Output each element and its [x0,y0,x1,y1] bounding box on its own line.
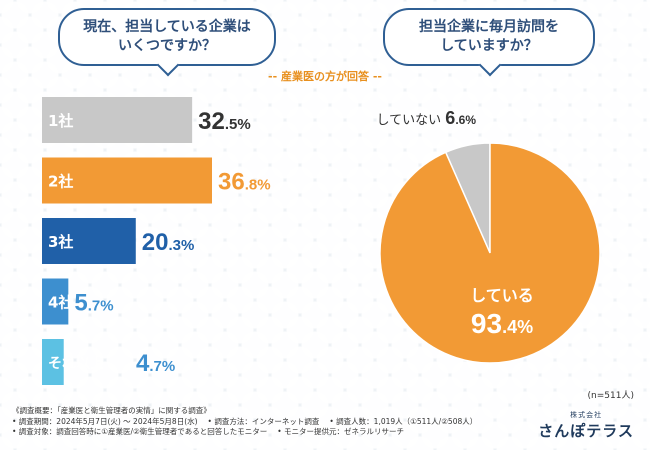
bar-chart: 1社 32.5% 2社 36.8% 3社 20.3% 4社 5.7% それ以上 4.7% [42,97,271,385]
footer-count: • 調査人数：1,019人（①511人/②508人） [329,416,478,426]
bar-category-label-5: それ以上 [48,356,104,372]
bar-2 [42,157,212,204]
logo-main-text: さんぽテラス [538,422,634,440]
question-bubble-left: 現在、担当している企業は いくつですか？ [58,8,276,66]
bar-1 [42,97,193,143]
survey-footer: 《調査概要：「産業医と衛生管理者の実情」に関する調査》 • 調査期間：2024年… [12,406,532,438]
company-logo: 株式会社 さんぽテラス [538,410,634,441]
bar-category-label-1: 1社 [48,112,73,130]
bar-4 [42,278,69,325]
bar-value-label-5: 4.7% [136,350,175,377]
logo-small-text: 株式会社 [570,411,603,419]
footer-provider: • モニター提供元：ゼネラルリサーチ [277,427,405,436]
pie-chart: していない 6.6% している 93.4% [377,108,601,364]
footer-period: • 調査期間：2024年5月7日(火) ～ 2024年5月8日(水) [12,416,198,426]
pie-label-visiting: している [470,286,534,305]
sample-size-note: (n=511人) [587,391,634,401]
question-bubble-right: 担当企業に毎月訪問を していますか？ [383,8,595,66]
footer-target: • 調査対象：調査回答時に①産業医/②衛生管理者であると回答したモニター [12,427,268,436]
question-right-line1: 担当企業に毎月訪問を [419,19,559,35]
respondent-subtitle: -- 産業医の方が回答 -- [268,70,382,83]
question-left-line1: 現在、担当している企業は [83,19,251,35]
bar-value-label-1: 32.5% [198,108,251,135]
footer-method: • 調査方法：インターネット調査 [207,416,320,426]
bar-value-label-2: 36.8% [218,169,271,196]
question-left-line2: いくつですか？ [118,38,216,54]
bar-category-label-3: 3社 [48,233,73,251]
pie-value-visiting: 93.4% [471,308,533,339]
pie-label-not-visiting: していない 6.6% [377,108,477,128]
bar-value-label-3: 20.3% [142,229,195,256]
bar-3 [42,218,136,264]
question-right-line2: していますか？ [440,38,538,54]
bar-5 [42,339,64,385]
footer-line1: 《調査概要：「産業医と衛生管理者の実情」に関する調査》 [12,406,211,415]
bar-category-label-2: 2社 [48,173,73,191]
pie-slice-2 [379,142,601,364]
bar-category-label-4: 4社 [48,294,73,312]
bar-value-label-4: 5.7% [74,290,113,317]
